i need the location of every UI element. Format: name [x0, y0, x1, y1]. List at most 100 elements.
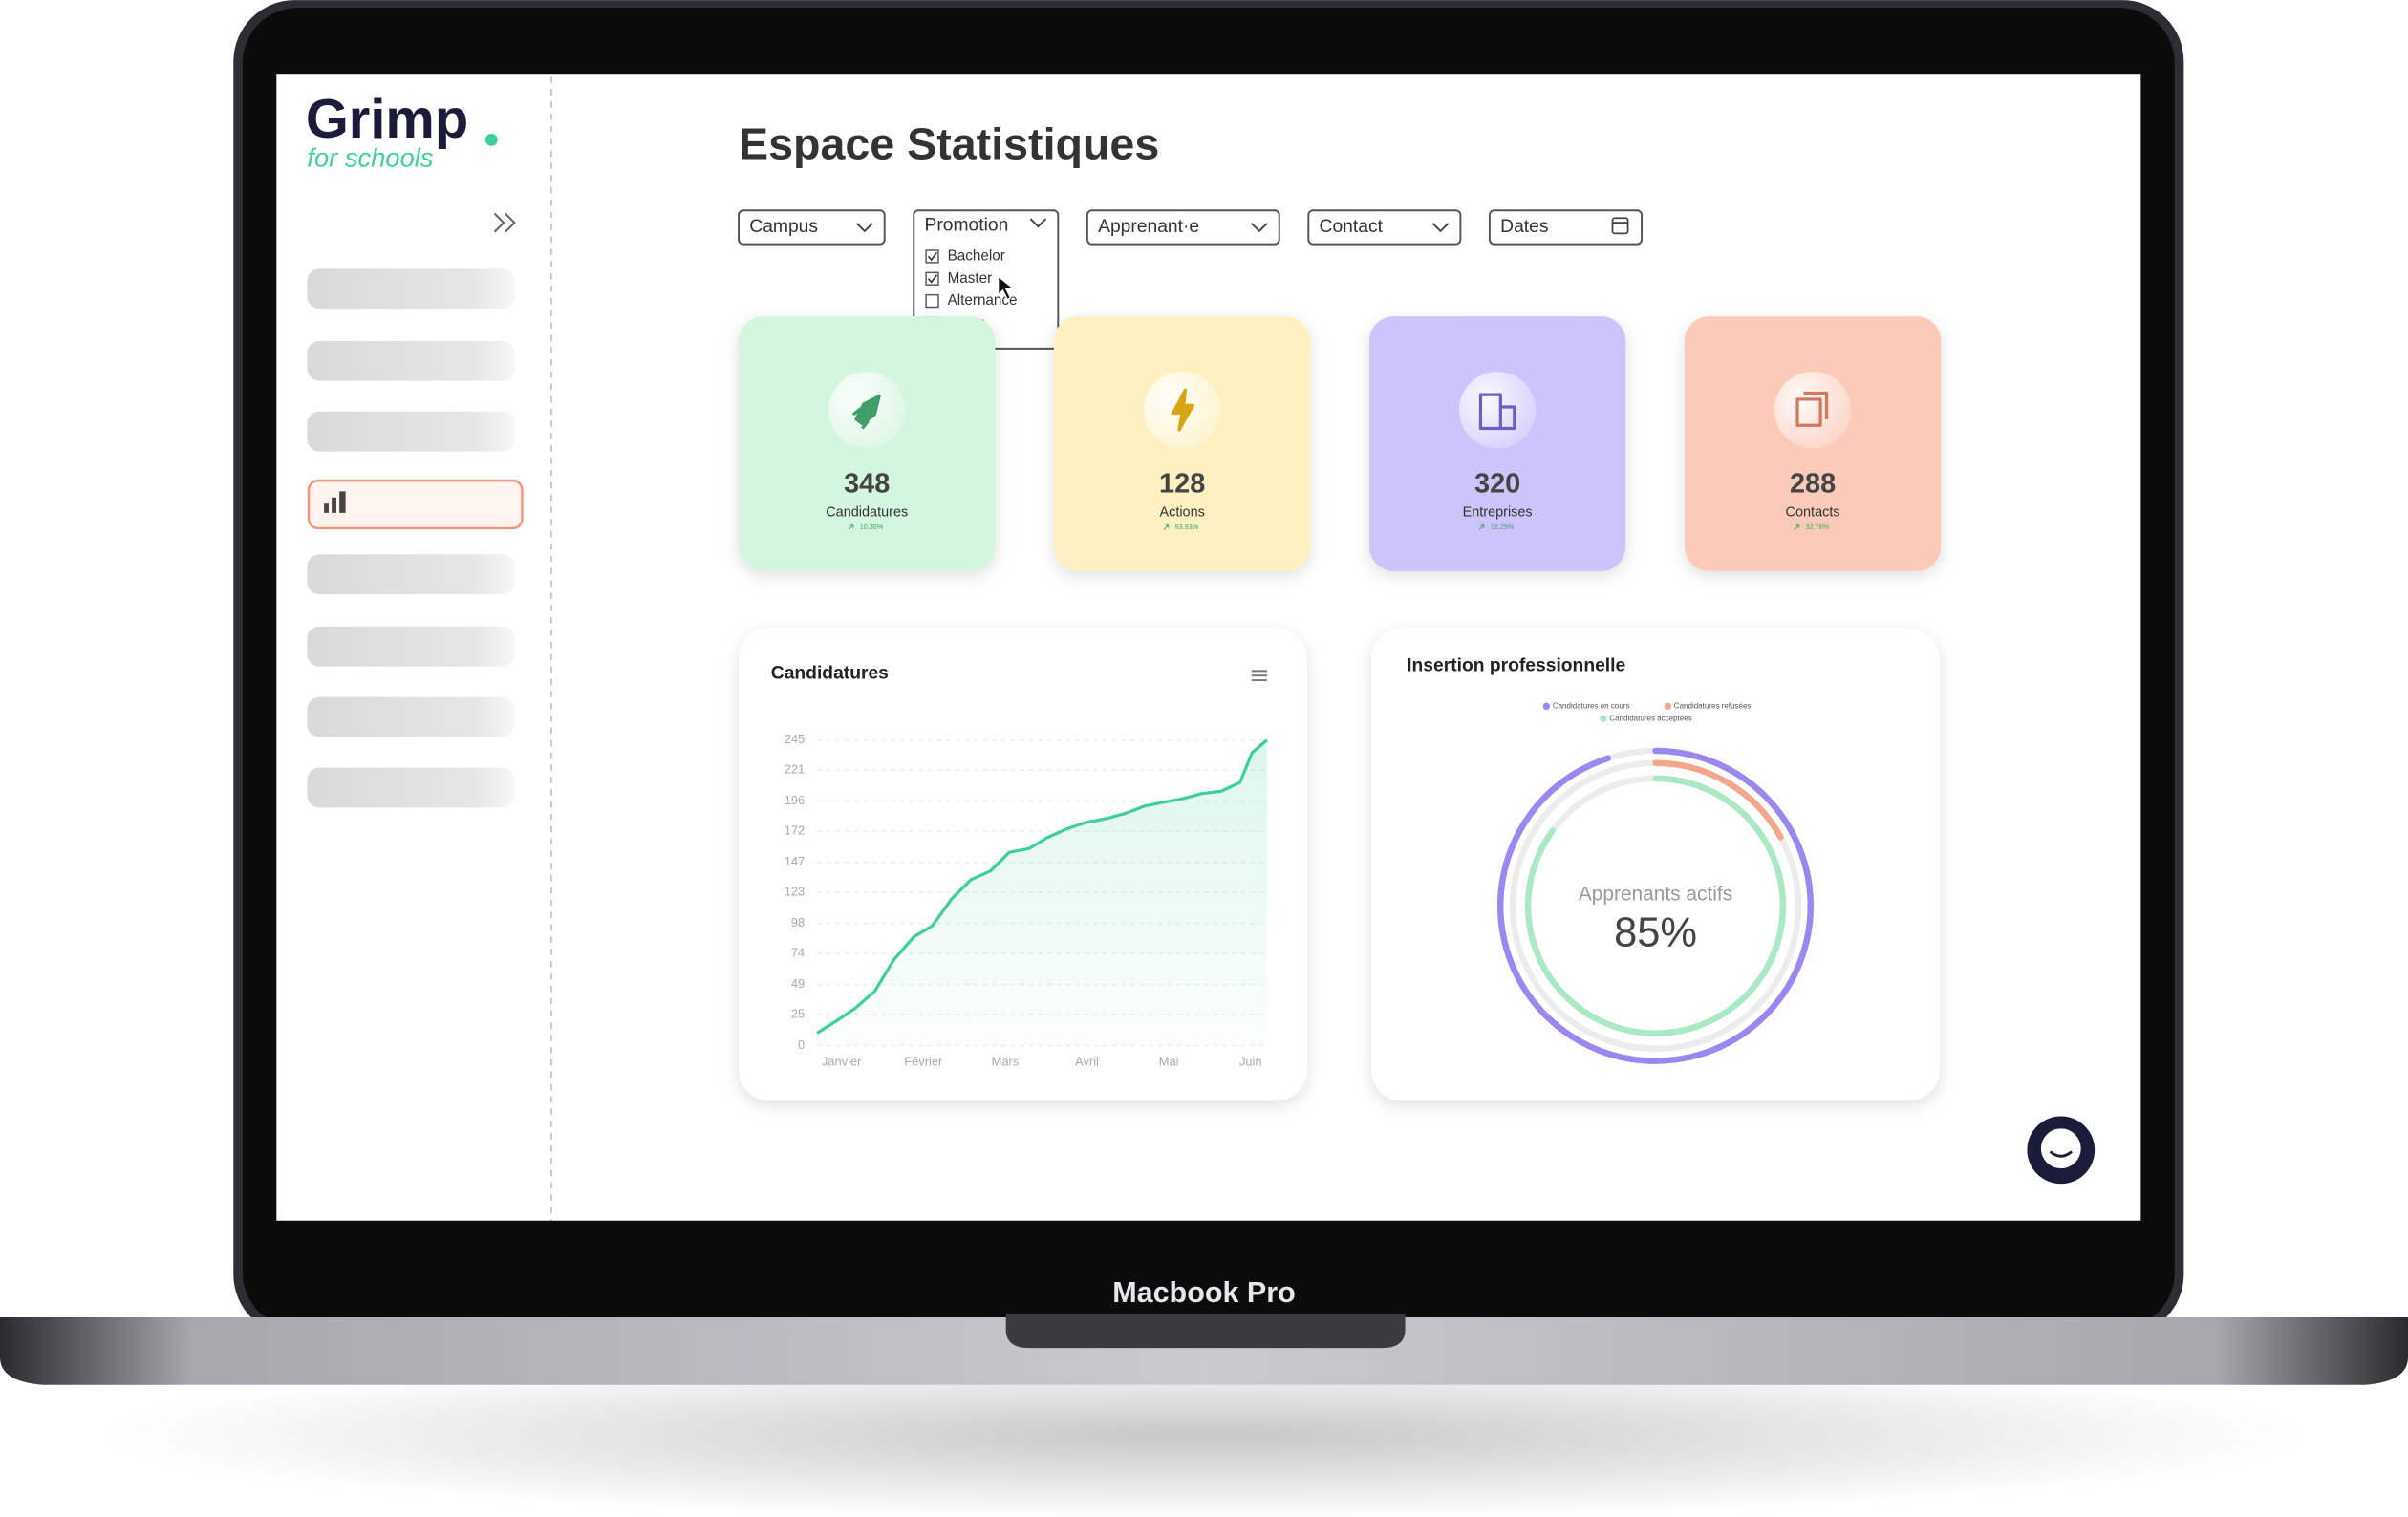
chart-menu[interactable] — [1251, 670, 1267, 681]
kpi-change-arrow — [1478, 524, 1485, 530]
chevron — [1431, 223, 1450, 233]
nav-item[interactable] — [307, 626, 515, 667]
kpi-icon — [1171, 388, 1195, 432]
y-tick-label: 196 — [785, 793, 805, 807]
kpi-icon — [1478, 393, 1516, 431]
checkmark — [927, 251, 938, 262]
page-title: Espace Statistiques — [739, 119, 1159, 169]
checkbox[interactable] — [925, 271, 939, 286]
legend-label: Candidatures refusées — [1674, 701, 1752, 710]
x-tick-label: Février — [904, 1055, 943, 1069]
filter-dropdown[interactable] — [1307, 209, 1462, 246]
kpi-value: 348 — [844, 469, 890, 500]
kpi-icon-bg — [1774, 372, 1852, 449]
kpi-label: Entreprises — [1463, 505, 1533, 521]
y-tick-label: 0 — [798, 1037, 805, 1052]
kpi-label: Candidatures — [826, 505, 908, 521]
laptop-base — [0, 1317, 2408, 1385]
checkmark — [927, 274, 938, 284]
nav-item[interactable] — [307, 268, 515, 310]
sidebar: Grimp for schools — [306, 76, 552, 1221]
legend-dot — [1664, 702, 1672, 711]
ring-arc — [1496, 747, 1815, 1064]
mouse-cursor — [998, 275, 1016, 301]
area — [817, 739, 1267, 1046]
kpi-value: 128 — [1159, 469, 1205, 500]
option-label: Alternance — [948, 292, 1018, 309]
y-tick-label: 74 — [791, 945, 805, 959]
y-tick-label: 49 — [791, 976, 805, 991]
filter-dropdown[interactable] — [1086, 209, 1280, 246]
filter-dropdown[interactable] — [738, 209, 886, 246]
x-tick-label: Mai — [1159, 1055, 1179, 1069]
dashboard-content: CampusPromotionBachelorMasterAlternanceS… — [738, 209, 1942, 1069]
legend-dot — [1600, 715, 1607, 722]
nav-item[interactable] — [307, 411, 515, 452]
ring-arc — [1524, 775, 1787, 1036]
logo-dot — [484, 133, 498, 146]
kpi-change-arrow — [848, 524, 854, 530]
chevron — [1029, 218, 1047, 228]
shadow — [98, 1351, 2310, 1517]
kpi-change: 63.93% — [1175, 523, 1199, 531]
center-value: 85% — [1614, 909, 1697, 955]
y-tick-label: 245 — [785, 732, 805, 746]
kpi-icon — [851, 395, 881, 430]
chart-title: Candidatures — [771, 664, 889, 684]
radial-chart-panel — [1371, 628, 1940, 1101]
kpi-icon-bg — [1458, 372, 1537, 449]
nav-item[interactable] — [307, 554, 515, 595]
x-tick-label: Mars — [992, 1055, 1020, 1069]
nav-item-active[interactable] — [307, 479, 524, 530]
chevron — [1251, 223, 1268, 233]
y-tick-label: 147 — [785, 854, 805, 868]
filter-label: Promotion — [925, 215, 1009, 235]
x-tick-label: Avril — [1075, 1055, 1099, 1069]
kpi-change-arrow — [1794, 524, 1800, 530]
chevron — [856, 223, 873, 233]
kpi-label: Contacts — [1786, 505, 1840, 521]
chart-title: Insertion professionnelle — [1407, 656, 1625, 676]
device-label: Macbook Pro — [1112, 1276, 1296, 1309]
base-notch — [1005, 1314, 1406, 1349]
filter-label: Campus — [749, 217, 818, 237]
kpi-label: Actions — [1159, 505, 1204, 521]
legend-label: Candidatures en cours — [1553, 701, 1630, 710]
logo: Grimp — [306, 89, 468, 150]
kpi-icon — [1795, 391, 1829, 427]
y-tick-label: 98 — [791, 915, 805, 929]
stats-icon — [324, 491, 346, 513]
filter-label: Contact — [1320, 217, 1384, 237]
nav-item[interactable] — [307, 696, 515, 737]
kpi-change: 32.76% — [1806, 523, 1830, 531]
y-tick-label: 25 — [791, 1006, 805, 1020]
legend-label: Candidatures acceptées — [1609, 714, 1691, 722]
option-label: Bachelor — [948, 247, 1005, 264]
y-tick-label: 172 — [785, 823, 805, 837]
nav-item[interactable] — [307, 767, 515, 808]
y-tick-label: 123 — [785, 884, 805, 898]
filter-label: Apprenant·e — [1098, 217, 1199, 237]
chat-button[interactable] — [2027, 1116, 2096, 1185]
calendar-icon — [1611, 217, 1629, 235]
kpi-change-arrow — [1163, 524, 1170, 530]
legend-dot — [1542, 702, 1551, 711]
checkbox[interactable] — [925, 249, 939, 264]
option-label: Master — [948, 270, 993, 287]
center-label: Apprenants actifs — [1579, 884, 1732, 906]
nav-item[interactable] — [307, 340, 515, 381]
x-tick-label: Juin — [1239, 1055, 1262, 1069]
x-tick-label: Janvier — [822, 1055, 862, 1069]
filter-dropdown[interactable] — [1488, 209, 1643, 246]
ring-arc — [1509, 759, 1802, 1052]
kpi-value: 288 — [1790, 469, 1836, 500]
collapse-button[interactable] — [493, 212, 516, 233]
y-tick-label: 221 — [785, 761, 805, 776]
kpi-change: 10.35% — [860, 523, 884, 531]
kpi-value: 320 — [1474, 469, 1520, 500]
line — [816, 738, 1268, 1035]
checkbox[interactable] — [925, 293, 939, 309]
